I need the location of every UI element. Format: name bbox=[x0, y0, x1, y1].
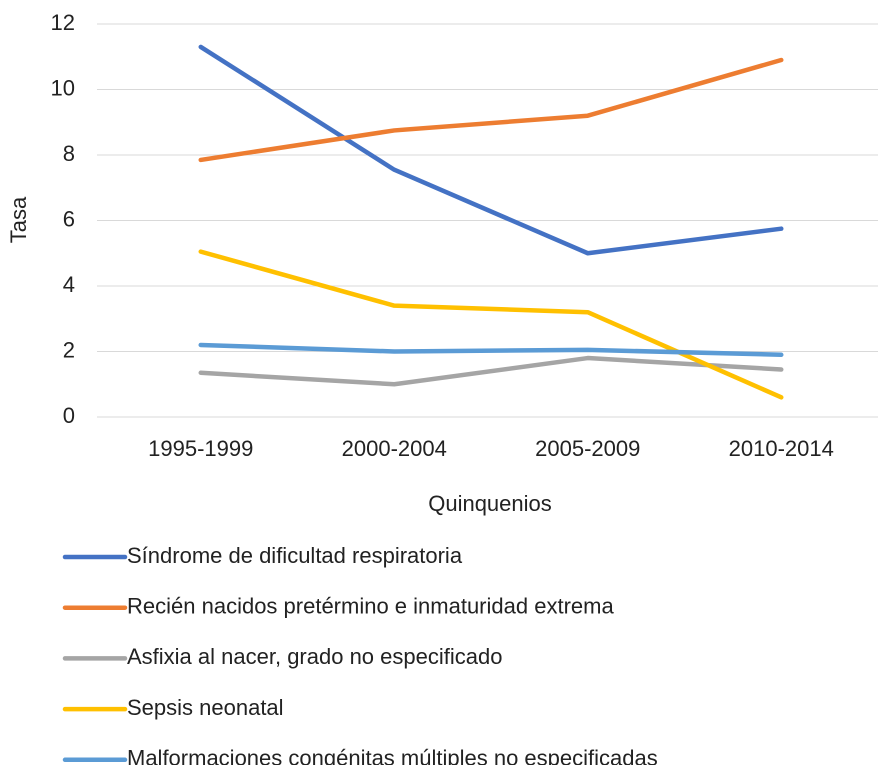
y-tick-label: 12 bbox=[51, 10, 75, 35]
y-tick-label: 2 bbox=[63, 337, 75, 362]
series-line bbox=[198, 44, 784, 256]
series-line bbox=[198, 249, 784, 400]
legend-label: Sepsis neonatal bbox=[127, 695, 284, 720]
x-tick-label: 2010-2014 bbox=[729, 436, 834, 461]
x-tick-label: 2005-2009 bbox=[535, 436, 640, 461]
legend-label: Malformaciones congénitas múltiples no e… bbox=[127, 746, 658, 765]
y-tick-label: 4 bbox=[63, 272, 75, 297]
y-axis-label: Tasa bbox=[6, 196, 31, 243]
x-axis-label: Quinquenios bbox=[428, 491, 552, 516]
y-tick-label: 0 bbox=[63, 403, 75, 428]
series-line bbox=[198, 57, 784, 163]
legend-label: Recién nacidos pretérmino e inmaturidad … bbox=[127, 594, 614, 619]
series-line bbox=[198, 342, 784, 358]
x-tick-label: 2000-2004 bbox=[342, 436, 447, 461]
x-tick-label: 1995-1999 bbox=[148, 436, 253, 461]
y-tick-label: 10 bbox=[51, 75, 75, 100]
y-tick-label: 6 bbox=[63, 206, 75, 231]
y-tick-label: 8 bbox=[63, 141, 75, 166]
legend-label: Síndrome de dificultad respiratoria bbox=[127, 543, 463, 568]
series-line bbox=[198, 355, 784, 387]
legend-label: Asfixia al nacer, grado no especificado bbox=[127, 644, 502, 669]
